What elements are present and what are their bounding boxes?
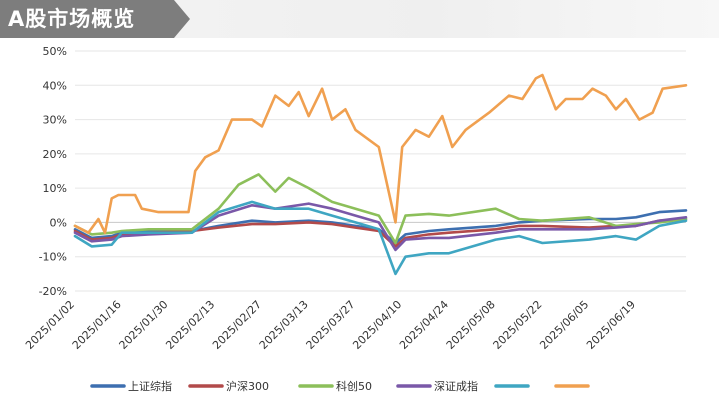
title-tag: A股市场概览 <box>0 0 190 38</box>
legend-label: 上证综指 <box>128 379 172 393</box>
x-tick-label: 2025/06/19 <box>584 298 638 352</box>
x-tick-label: 2025/01/30 <box>117 298 171 352</box>
x-tick-label: 2025/05/22 <box>491 298 545 352</box>
x-tick-label: 2025/04/24 <box>397 298 451 352</box>
x-axis: 2025/01/022025/01/162025/01/302025/02/13… <box>23 298 638 352</box>
legend-label: 沪深300 <box>226 379 269 393</box>
x-tick-label: 2025/01/16 <box>70 298 124 352</box>
y-tick-label: 50% <box>43 45 67 58</box>
y-tick-label: 10% <box>43 182 67 195</box>
x-tick-label: 2025/03/13 <box>257 298 311 352</box>
y-tick-label: 20% <box>43 148 67 161</box>
y-tick-label: -20% <box>39 285 67 298</box>
x-tick-label: 2025/02/27 <box>210 298 264 352</box>
grid <box>75 50 686 292</box>
series-line <box>73 202 688 252</box>
series-line <box>73 173 688 245</box>
series-line <box>73 73 688 234</box>
y-tick-label: 40% <box>43 79 67 92</box>
header-banner: A股市场概览 <box>0 0 719 38</box>
series-lines <box>73 73 688 276</box>
series-line <box>73 200 688 276</box>
page-title: A股市场概览 <box>8 7 136 31</box>
x-tick-label: 2025/06/05 <box>537 298 591 352</box>
x-tick-label: 2025/05/08 <box>444 298 498 352</box>
x-tick-label: 2025/01/02 <box>23 298 77 352</box>
y-tick-label: -10% <box>39 251 67 264</box>
legend: 上证综指 沪深300 科创50 深证成指 <box>90 379 590 393</box>
x-tick-label: 2025/04/10 <box>350 298 404 352</box>
line-chart: -20%-10%0%10%20%30%40%50% 2025/01/022025… <box>23 45 688 393</box>
y-tick-label: 0% <box>50 216 67 229</box>
legend-label: 深证成指 <box>434 379 478 393</box>
x-tick-label: 2025/02/13 <box>163 298 217 352</box>
legend-label: 科创50 <box>336 379 372 393</box>
y-axis: -20% -10% 0% 10% 20% 30% 40% 50% <box>39 45 67 298</box>
x-tick-label: 2025/03/27 <box>304 298 358 352</box>
y-tick-label: 30% <box>43 114 67 127</box>
